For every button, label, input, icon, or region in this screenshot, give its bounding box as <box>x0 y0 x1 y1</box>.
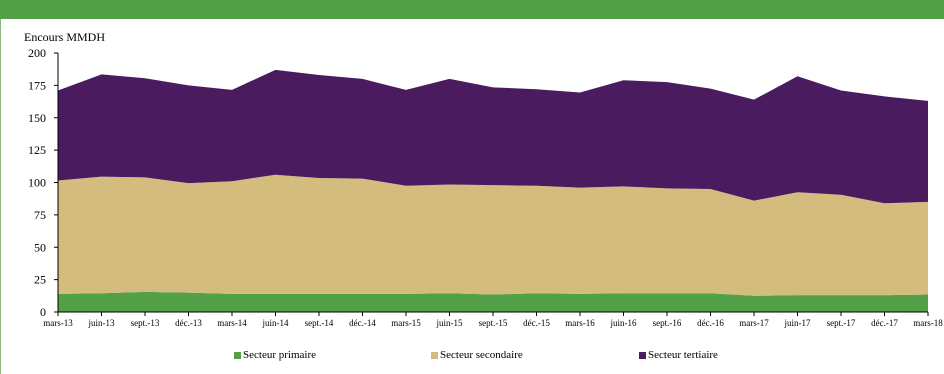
legend: Secteur primaire Secteur secondaire Sect… <box>0 346 944 366</box>
legend-item-tertiaire: Secteur tertiaire <box>639 349 718 361</box>
y-tick-label: 175 <box>28 78 46 92</box>
x-tick-label: mars-15 <box>391 318 421 328</box>
y-tick-label: 125 <box>28 143 46 157</box>
y-tick-label: 50 <box>34 240 46 254</box>
x-tick-label: juin-15 <box>436 318 463 328</box>
frame-left-border <box>0 19 1 374</box>
x-tick-label: mars-18 <box>913 318 943 328</box>
x-tick-label: juin-13 <box>88 318 115 328</box>
x-tick-label: déc.-17 <box>871 318 898 328</box>
legend-label-tertiaire: Secteur tertiaire <box>648 349 718 361</box>
area-series-1 <box>58 291 928 312</box>
chart-axes: 0 25 50 75 100 125 150 175 200 mars-13 juin-13 sept… <box>28 46 943 328</box>
x-tick-label: déc.-13 <box>175 318 202 328</box>
x-tick-label: mars-17 <box>739 318 769 328</box>
x-tick-label: sept.-16 <box>653 318 682 328</box>
legend-swatch-tertiaire <box>639 351 646 359</box>
chart-areas <box>58 69 928 312</box>
y-tick-label: 200 <box>28 46 46 60</box>
legend-item-primaire: Secteur primaire <box>234 349 316 361</box>
x-tick-label: juin-14 <box>262 318 289 328</box>
y-tick-label: 150 <box>28 111 46 125</box>
x-tick-label: mars-14 <box>217 318 247 328</box>
top-banner <box>0 0 944 19</box>
x-tick-label: déc.-16 <box>697 318 724 328</box>
x-tick-label: sept.-15 <box>479 318 508 328</box>
x-tick-label: juin-16 <box>610 318 637 328</box>
x-tick-label: sept.-17 <box>827 318 856 328</box>
y-tick-label: 0 <box>40 305 46 319</box>
x-tick-label: mars-13 <box>43 318 73 328</box>
y-tick-label: 25 <box>34 273 46 287</box>
y-tick-label: 75 <box>34 208 46 222</box>
legend-label-secondaire: Secteur secondaire <box>440 349 523 361</box>
area-series-3 <box>58 69 928 204</box>
legend-label-primaire: Secteur primaire <box>243 349 316 361</box>
y-tick-label: 100 <box>28 176 46 190</box>
legend-swatch-secondaire <box>431 351 438 359</box>
area-series-2 <box>58 174 928 296</box>
x-tick-label: sept.-14 <box>305 318 334 328</box>
x-tick-label: déc.-14 <box>349 318 376 328</box>
legend-swatch-primaire <box>234 351 241 359</box>
x-tick-label: mars-16 <box>565 318 595 328</box>
x-tick-label: sept.-13 <box>131 318 160 328</box>
y-axis-label: Encours MMDH <box>24 30 105 44</box>
legend-item-secondaire: Secteur secondaire <box>431 349 523 361</box>
x-tick-label: juin-17 <box>784 318 811 328</box>
x-tick-label: déc.-15 <box>523 318 550 328</box>
